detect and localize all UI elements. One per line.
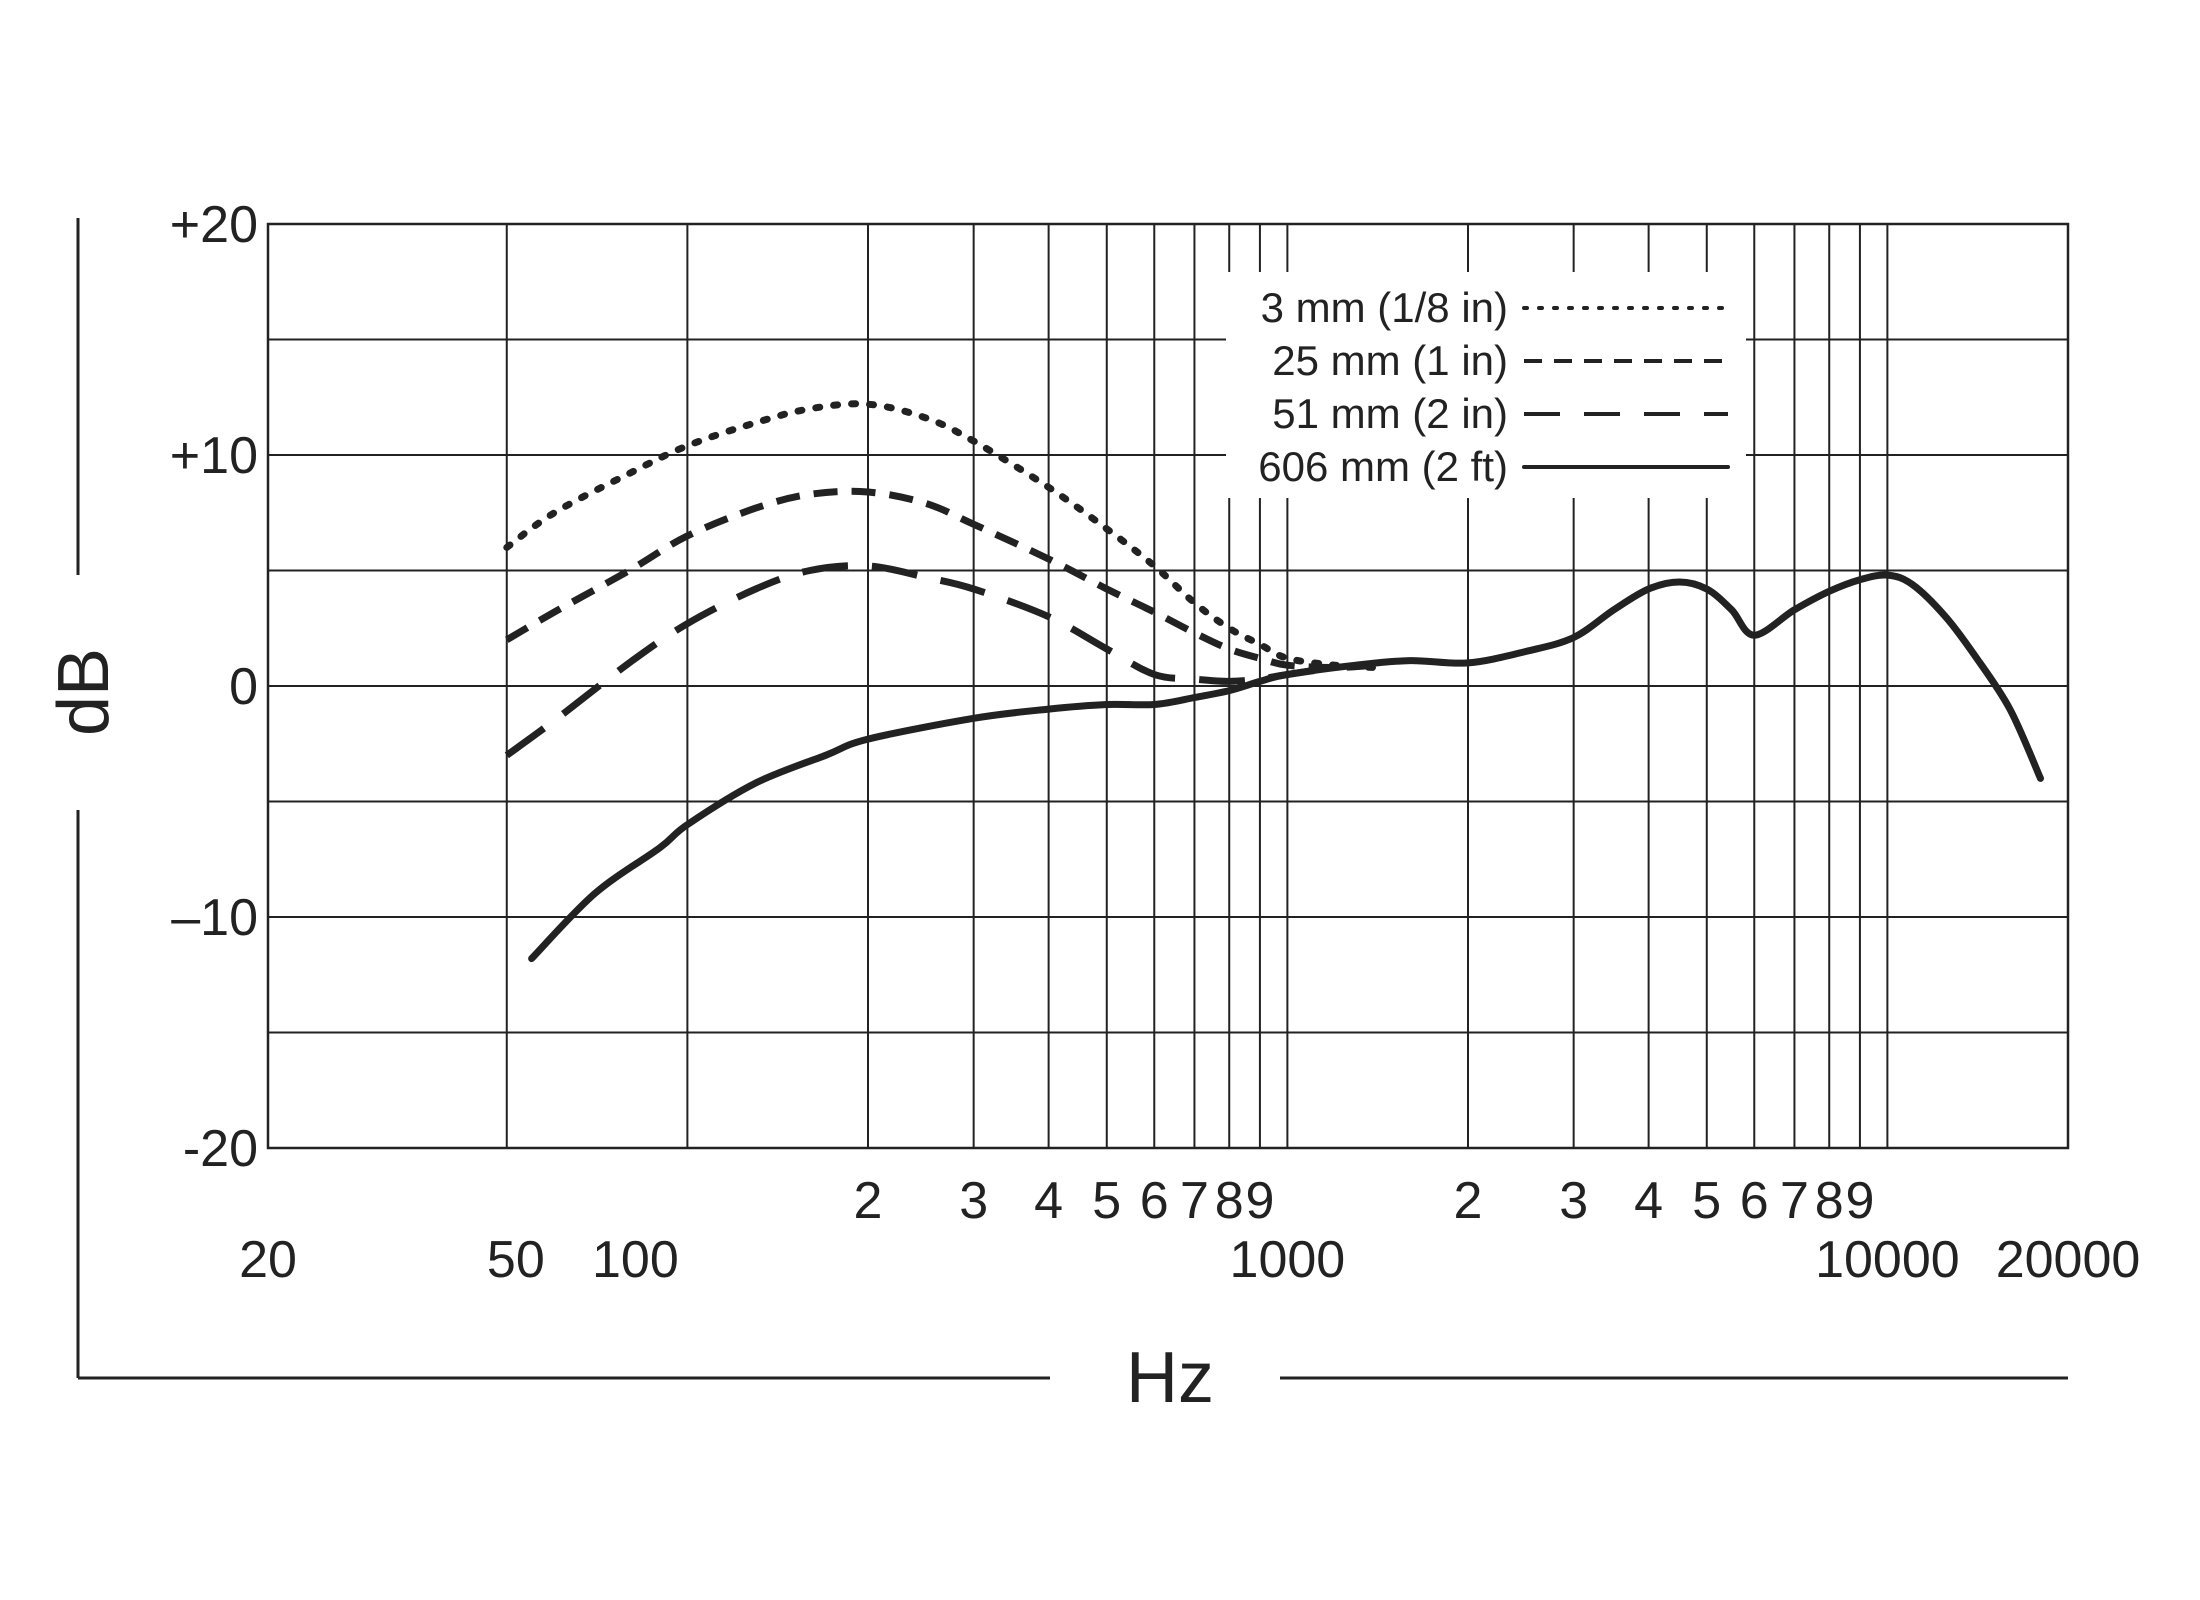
x-major-tick-label: 50 <box>487 1231 545 1289</box>
x-axis-title: Hz <box>1126 1338 1214 1418</box>
x-minor-tick-label: 8 <box>1815 1172 1844 1230</box>
chart-grid <box>266 222 2070 1150</box>
x-minor-tick-label: 2 <box>1454 1172 1483 1230</box>
x-minor-tick-label: 6 <box>1740 1172 1769 1230</box>
x-major-tick-label: 20 <box>239 1231 297 1289</box>
series-lines <box>503 400 2044 963</box>
x-minor-tick-label: 5 <box>1692 1172 1721 1230</box>
x-major-tick-label: 1000 <box>1230 1231 1346 1289</box>
series-line-dashed <box>505 487 1376 671</box>
series-line-long-dashed <box>504 562 1336 759</box>
chart-legend: 3 mm (1/8 in) 25 mm (1 in) 51 mm (2 in) 606… <box>1226 272 1746 498</box>
x-minor-tick-label: 3 <box>959 1172 988 1230</box>
outer-axis-frame <box>76 218 2068 1380</box>
x-minor-tick-label: 8 <box>1215 1172 1244 1230</box>
x-minor-tick-label: 7 <box>1780 1172 1809 1230</box>
x-minor-tick-label: 6 <box>1140 1172 1169 1230</box>
y-axis-title: dB <box>44 648 124 736</box>
x-minor-tick-label: 4 <box>1634 1172 1663 1230</box>
x-minor-tick-label: 5 <box>1092 1172 1121 1230</box>
x-minor-tick-label: 7 <box>1180 1172 1209 1230</box>
x-minor-tick-label: 3 <box>1559 1172 1588 1230</box>
x-minor-tick-label: 9 <box>1845 1172 1874 1230</box>
x-major-tick-label: 20000 <box>1996 1231 2141 1289</box>
x-minor-tick-label: 2 <box>854 1172 883 1230</box>
y-tick-label: 0 <box>229 658 258 716</box>
x-major-tick-label: 100 <box>592 1231 679 1289</box>
x-minor-tick-label: 4 <box>1034 1172 1063 1230</box>
y-tick-label: +10 <box>170 427 258 485</box>
y-tick-label: -20 <box>183 1120 258 1178</box>
legend-entry-label: 3 mm (1/8 in) <box>1261 284 1508 331</box>
axis-labels: +20+100–10-202 3 4 5 6 7 8 9 2 3 4 5 6 7 8 920 50 100 1000… <box>44 196 2140 1418</box>
legend-entry-label: 25 mm (1 in) <box>1272 337 1508 384</box>
legend-entry-label: 51 mm (2 in) <box>1272 390 1508 437</box>
x-major-tick-label: 10000 <box>1815 1231 1960 1289</box>
y-tick-label: –10 <box>171 889 258 947</box>
series-line-solid <box>528 571 2044 963</box>
y-tick-label: +20 <box>170 196 258 254</box>
x-minor-tick-label: 9 <box>1245 1172 1274 1230</box>
legend-entry-label: 606 mm (2 ft) <box>1258 443 1508 490</box>
